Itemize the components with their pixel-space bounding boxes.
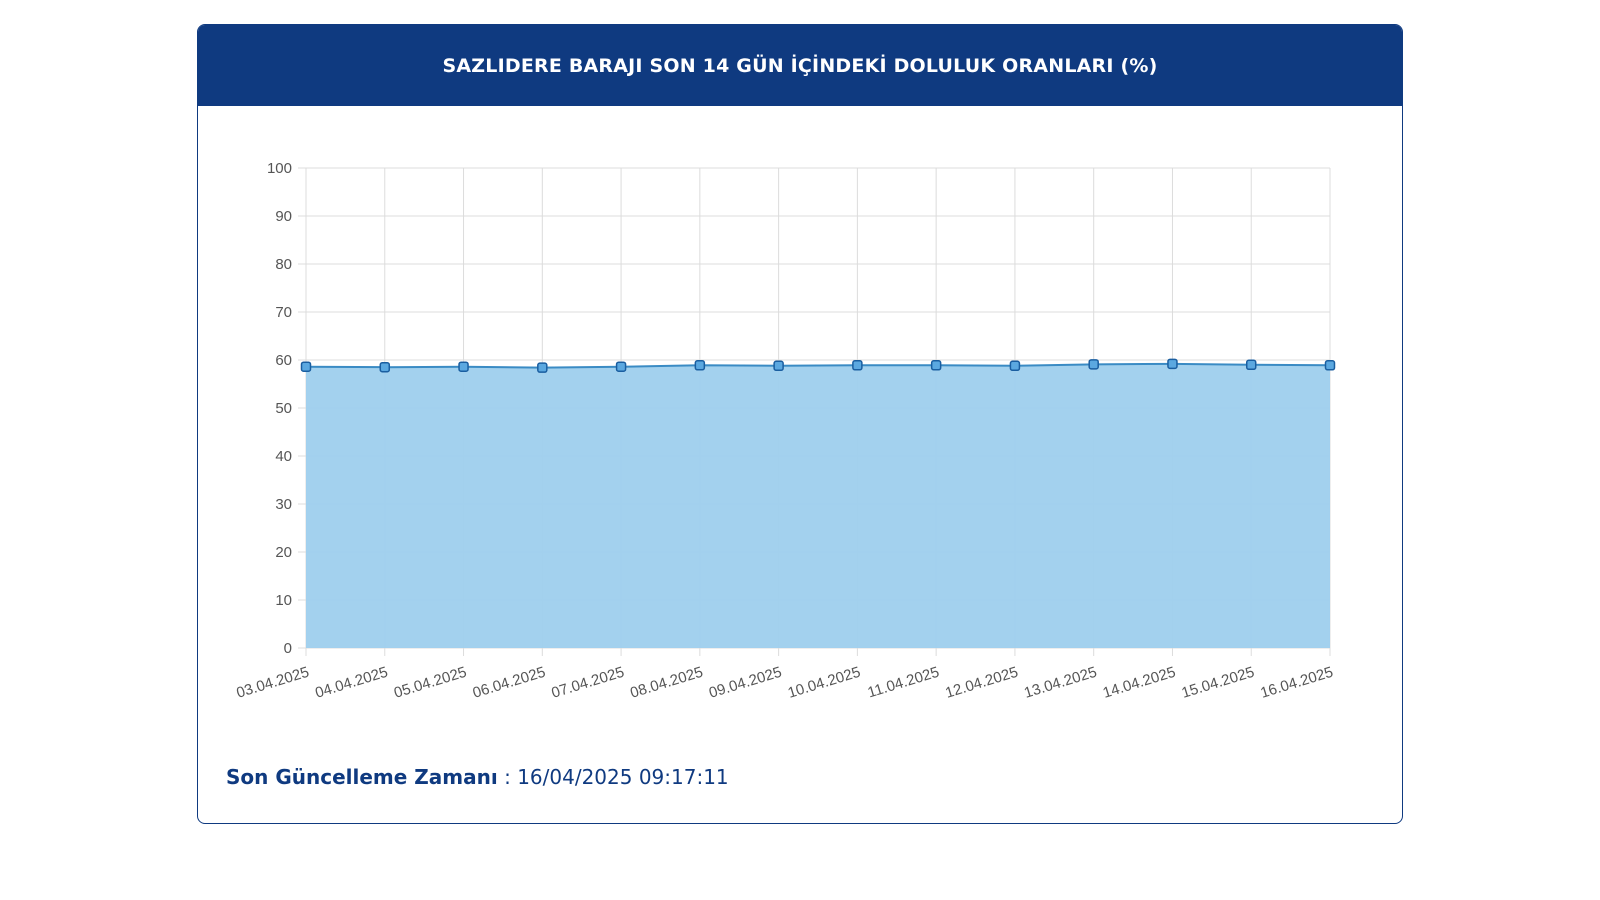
x-axis-ticks: 03.04.2025 04.04.2025 05.04.2025 06.04.2025… <box>234 664 1335 702</box>
y-tick-label: 60 <box>275 352 292 369</box>
last-update-value: 16/04/2025 09:17:11 <box>517 765 729 789</box>
last-update-separator: : <box>497 765 518 789</box>
chart-area: 0 10 20 30 40 50 60 70 80 90 100 03.04.2025 04.04.2… <box>198 106 1402 746</box>
y-tick-label: 40 <box>275 448 292 465</box>
chart-title: SAZLIDERE BARAJI SON 14 GÜN İÇİNDEKİ DOL… <box>442 54 1158 77</box>
data-point[interactable] <box>537 362 548 373</box>
x-tick-label: 04.04.2025 <box>313 664 390 702</box>
chart-points <box>300 358 1336 373</box>
series-line <box>305 362 1331 369</box>
y-tick-label: 50 <box>275 400 292 417</box>
x-tick-label: 11.04.2025 <box>866 664 942 702</box>
x-tick-label: 06.04.2025 <box>471 664 548 702</box>
last-update: Son Güncelleme Zamanı : 16/04/2025 09:17… <box>226 765 729 789</box>
x-tick-label: 13.04.2025 <box>1022 664 1099 702</box>
x-tick-label: 07.04.2025 <box>549 664 626 702</box>
x-tick-label: 10.04.2025 <box>786 664 863 702</box>
y-tick-label: 0 <box>284 640 292 657</box>
data-point[interactable] <box>930 360 942 371</box>
data-point[interactable] <box>694 360 706 371</box>
data-point[interactable] <box>615 361 627 372</box>
chart-svg: 0 10 20 30 40 50 60 70 80 90 100 03.04.2025 04.04.2… <box>234 160 1336 702</box>
data-point[interactable] <box>1009 360 1021 372</box>
x-tick-label: 05.04.2025 <box>392 664 469 702</box>
y-tick-label: 20 <box>275 544 292 561</box>
x-tick-label: 14.04.2025 <box>1101 664 1178 702</box>
y-tick-label: 10 <box>275 592 292 609</box>
data-point[interactable] <box>458 361 469 372</box>
chart-header: SAZLIDERE BARAJI SON 14 GÜN İÇİNDEKİ DOL… <box>198 25 1402 106</box>
y-tick-label: 80 <box>275 256 292 273</box>
x-tick-label: 03.04.2025 <box>234 664 311 702</box>
area-fill <box>306 363 1330 648</box>
x-tick-label: 12.04.2025 <box>943 664 1020 702</box>
x-tick-label: 16.04.2025 <box>1258 664 1335 702</box>
data-point[interactable] <box>1167 358 1178 370</box>
x-tick-label: 08.04.2025 <box>628 664 705 702</box>
chart-card: SAZLIDERE BARAJI SON 14 GÜN İÇİNDEKİ DOL… <box>197 24 1403 824</box>
x-tick-label: 09.04.2025 <box>707 664 784 702</box>
data-point[interactable] <box>1088 359 1099 370</box>
data-point[interactable] <box>1324 360 1336 371</box>
data-point[interactable] <box>379 361 391 373</box>
y-tick-label: 90 <box>275 208 292 225</box>
data-point[interactable] <box>852 360 863 371</box>
y-tick-label: 30 <box>275 496 292 513</box>
y-tick-label: 100 <box>267 160 292 177</box>
x-tick-label: 15.04.2025 <box>1180 664 1257 702</box>
data-point[interactable] <box>1245 359 1257 371</box>
data-point[interactable] <box>773 360 784 372</box>
y-axis-ticks: 0 10 20 30 40 50 60 70 80 90 100 <box>267 160 292 657</box>
y-tick-label: 70 <box>275 304 292 321</box>
data-point[interactable] <box>300 361 312 372</box>
chart-area-fill <box>305 362 1331 648</box>
last-update-label: Son Güncelleme Zamanı <box>226 765 498 789</box>
